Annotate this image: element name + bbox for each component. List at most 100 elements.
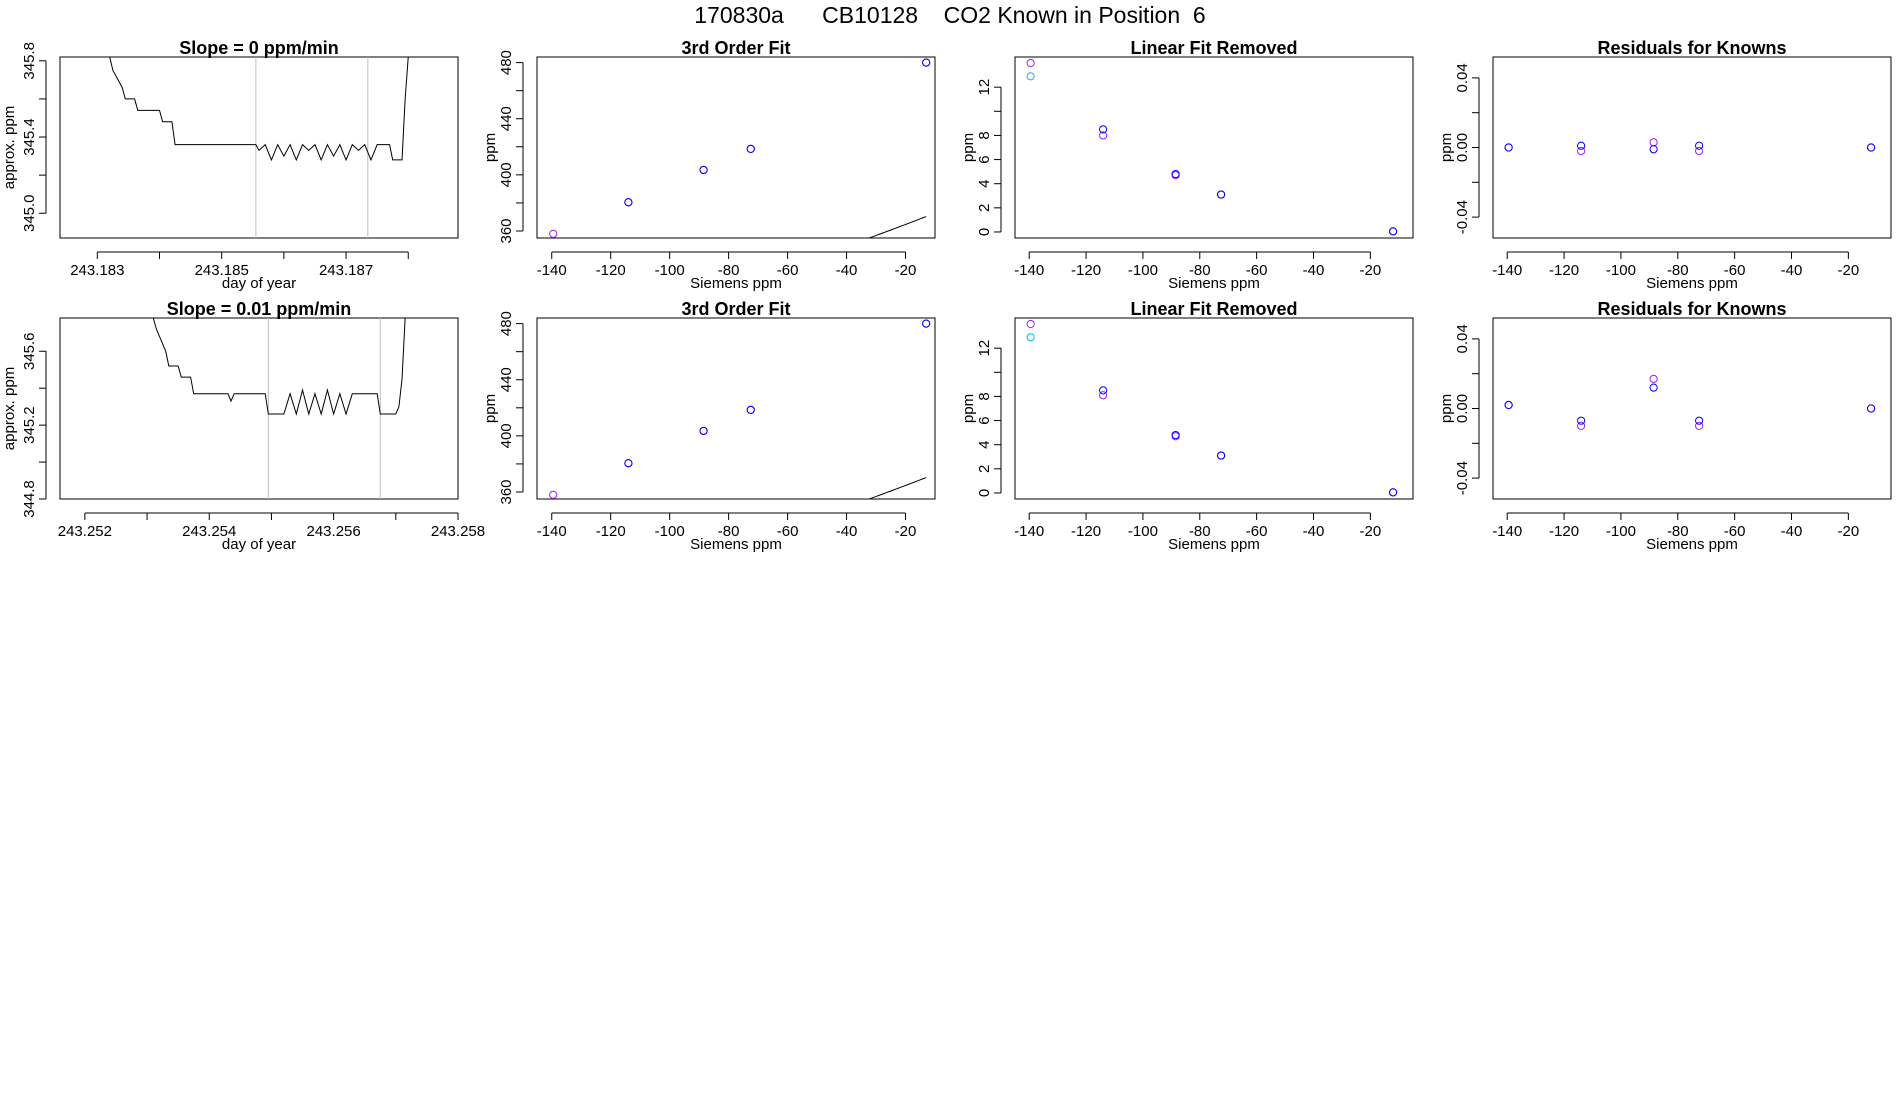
data-point-blue [746,144,755,154]
x-tick-label: -80 [718,523,740,540]
y-axis-label: ppm [1438,133,1455,162]
panel-4: Residuals for Knowns -140 -120 -100 -80 -60 -4… [1438,38,1892,292]
x-axis-label: Siemens ppm [1646,536,1738,553]
x-tick-label: -80 [1667,523,1689,540]
y-tick-label: -0.04 [1454,461,1471,495]
panel-5: Slope = 0.01 ppm/min 243.252 243.254 243.25… [1,299,485,553]
panel-title: Residuals for Knowns [1597,299,1786,319]
y-axis-label: approx. ppm [1,106,18,189]
data-point-cyan [1026,333,1035,342]
x-tick-label: -100 [655,262,685,279]
x-tick-label: -140 [1492,523,1522,540]
y-tick-label: 4 [976,180,993,188]
plot-area [549,58,931,238]
x-tick-label: -40 [836,523,858,540]
x-tick-label: -20 [895,262,917,279]
y-tick-label: 344.8 [21,480,38,518]
data-point-blue [1217,190,1226,199]
y-axis-label: ppm [1438,394,1455,423]
x-tick-label: 243.252 [58,523,112,540]
y-tick-label: 0 [976,489,993,497]
data-point-violet [1649,138,1658,147]
data-point-cyan [1026,72,1035,81]
x-axis-label: Siemens ppm [1168,275,1260,292]
y-axis-label: ppm [482,394,499,423]
plot-area [549,319,931,499]
panel-title: 3rd Order Fit [681,38,790,58]
y-tick-label: 8 [976,131,993,139]
data-point-blue [624,198,633,207]
x-tick-label: -60 [1246,262,1268,279]
x-tick-label: -100 [1128,523,1158,540]
plot-frame [59,317,459,500]
data-point-blue [1217,451,1226,460]
data-point-blue [1867,143,1876,152]
x-tick-label: -60 [1724,262,1746,279]
panel-title: Slope = 0 ppm/min [179,38,339,58]
data-point-blue [1504,400,1513,410]
x-tick-label: -60 [777,523,799,540]
x-tick-label: 243.258 [431,523,485,540]
plot-area [1026,319,1398,497]
x-tick-label: 243.256 [307,523,361,540]
y-tick-label: 360 [498,218,515,243]
x-tick-label: -40 [1781,262,1803,279]
data-line [109,57,409,162]
x-tick-label: -100 [1128,262,1158,279]
x-tick-label: 243.187 [319,262,373,279]
y-axis-label: approx. ppm [1,367,18,450]
plot-area [109,57,409,238]
x-tick-label: -140 [1014,262,1044,279]
x-tick-label: -120 [1549,523,1579,540]
y-tick-label: 360 [498,479,515,504]
x-axis-label: day of year [222,275,296,292]
data-point-violet [1695,146,1704,156]
data-point-violet [1099,131,1108,140]
y-tick-label: 12 [976,79,993,96]
y-tick-label: 4 [976,441,993,449]
panel-7: Linear Fit Removed -140 -120 -100 -80 -60 -40 -… [960,299,1414,553]
y-tick-label: 6 [976,155,993,163]
x-tick-label: -40 [1303,262,1325,279]
plot-area [152,318,406,499]
y-tick-label: 345.0 [21,194,38,232]
x-tick-label: -120 [596,523,626,540]
plot-frame [536,317,936,500]
panel-3: Linear Fit Removed -140 -120 -100 -80 -60 -40 -… [960,38,1414,292]
data-point-violet [1026,319,1035,329]
plot-frame [536,56,936,239]
y-tick-label: 0.04 [1454,63,1471,92]
panel-title: Linear Fit Removed [1130,38,1297,58]
x-axis-label: Siemens ppm [1168,536,1260,553]
x-tick-label: 243.254 [182,523,236,540]
plot-frame [1014,317,1414,500]
page-title: 170830a CB10128 CO2 Known in Position 6 [694,2,1206,28]
data-point-violet [549,229,558,238]
data-point-blue [1171,169,1180,179]
y-tick-label: 345.8 [21,42,38,80]
y-tick-label: 8 [976,392,993,400]
data-point-violet [549,490,558,499]
y-tick-label: 440 [498,106,515,131]
data-point-blue [1649,145,1658,154]
y-tick-label: 12 [976,340,993,357]
x-tick-label: -80 [1189,262,1211,279]
panel-title: Linear Fit Removed [1130,299,1297,319]
y-tick-label: 0.00 [1454,133,1471,162]
panel-6: 3rd Order Fit -140 -120 -100 -80 -60 -40 -20 Sie… [482,299,936,553]
plot-area [1504,138,1876,156]
y-tick-label: 440 [498,367,515,392]
y-tick-label: 345.2 [21,406,38,444]
data-point-blue [1389,227,1398,236]
x-axis-label: day of year [222,536,296,553]
plot-frame [1014,56,1414,239]
data-point-blue [1171,430,1180,440]
x-tick-label: -20 [1360,262,1382,279]
x-tick-label: 243.185 [195,262,249,279]
x-tick-label: -40 [1781,523,1803,540]
data-point-blue [1099,125,1108,134]
x-tick-label: -80 [718,262,740,279]
data-point-violet [1695,421,1704,431]
x-axis-label: Siemens ppm [1646,275,1738,292]
